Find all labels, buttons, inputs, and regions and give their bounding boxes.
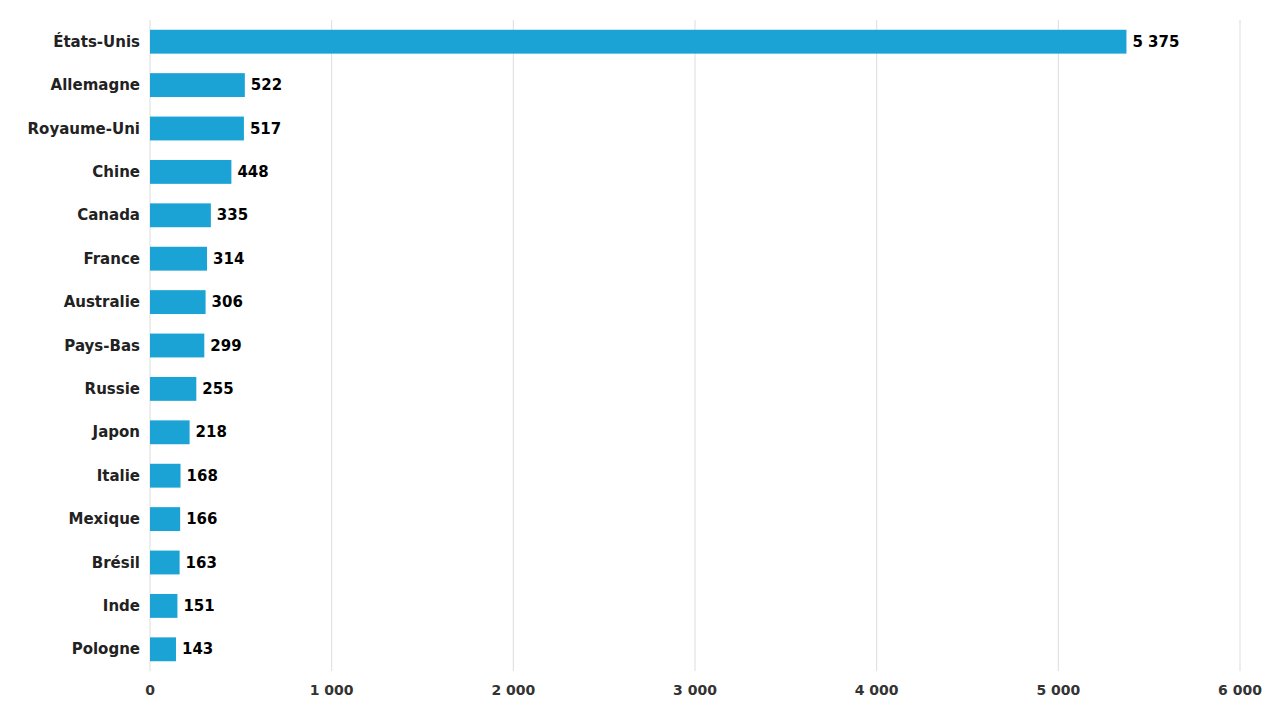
data-label: 163 xyxy=(186,554,217,572)
grid-line xyxy=(876,20,877,671)
bar xyxy=(150,73,245,97)
background xyxy=(0,0,1280,721)
data-label: 255 xyxy=(202,380,233,398)
category-label: Allemagne xyxy=(51,76,140,94)
category-label: Chine xyxy=(92,163,140,181)
data-label: 143 xyxy=(182,640,213,658)
category-label: États-Unis xyxy=(53,32,140,51)
category-label: Japon xyxy=(92,423,140,441)
data-label: 335 xyxy=(217,206,248,224)
x-tick-label: 1 000 xyxy=(310,682,354,698)
bar xyxy=(150,637,176,661)
data-label: 517 xyxy=(250,120,281,138)
data-label: 522 xyxy=(251,76,282,94)
category-label: Italie xyxy=(97,467,140,485)
bars xyxy=(150,30,1126,661)
grid-line xyxy=(1240,20,1241,671)
category-label: Brésil xyxy=(92,554,140,572)
bar xyxy=(150,290,206,314)
grid-line xyxy=(331,20,332,671)
bar xyxy=(150,507,180,531)
x-tick-label: 2 000 xyxy=(491,682,535,698)
grid-line xyxy=(513,20,514,671)
bar xyxy=(150,203,211,227)
category-label: Russie xyxy=(85,380,140,398)
bar xyxy=(150,420,190,444)
category-label: France xyxy=(83,250,140,268)
category-label: Royaume-Uni xyxy=(28,120,140,138)
y-axis: États-Unis Allemagne Royaume-Uni Chine Canad… xyxy=(28,32,141,659)
data-label: 448 xyxy=(237,163,268,181)
data-label: 306 xyxy=(212,293,243,311)
data-labels: 5 375 522 517 448 335 314 306 299 255 218 168 166 16… xyxy=(182,33,1179,659)
bar xyxy=(150,117,244,141)
x-tick-label: 3 000 xyxy=(673,682,717,698)
bar xyxy=(150,334,204,358)
grid-line xyxy=(695,20,696,671)
category-label: Canada xyxy=(77,206,140,224)
x-axis: 0 1 000 2 000 3 000 4 000 5 000 6 000 xyxy=(145,682,1262,698)
bar xyxy=(150,464,181,488)
data-label: 299 xyxy=(210,337,241,355)
data-label: 168 xyxy=(187,467,218,485)
bar xyxy=(150,247,207,271)
category-label: Mexique xyxy=(68,510,140,528)
data-label: 166 xyxy=(186,510,217,528)
data-label: 218 xyxy=(196,423,227,441)
category-label: Inde xyxy=(103,597,140,615)
data-label: 5 375 xyxy=(1132,33,1179,51)
category-label: Pays-Bas xyxy=(64,337,140,355)
category-label: Australie xyxy=(64,293,140,311)
x-tick-label: 0 xyxy=(145,682,155,698)
x-tick-label: 4 000 xyxy=(855,682,899,698)
bar xyxy=(150,551,180,575)
bar xyxy=(150,30,1126,54)
bar xyxy=(150,160,231,184)
bar xyxy=(150,594,177,618)
chart: 01 0002 0003 0004 0005 0006 0005 3755225… xyxy=(0,0,1280,721)
grid-line xyxy=(1058,20,1059,671)
x-tick-label: 6 000 xyxy=(1218,682,1262,698)
data-label: 314 xyxy=(213,250,244,268)
category-label: Pologne xyxy=(72,640,140,658)
bar xyxy=(150,377,196,401)
data-label: 151 xyxy=(183,597,214,615)
grid xyxy=(150,20,1240,671)
x-tick-label: 5 000 xyxy=(1036,682,1080,698)
